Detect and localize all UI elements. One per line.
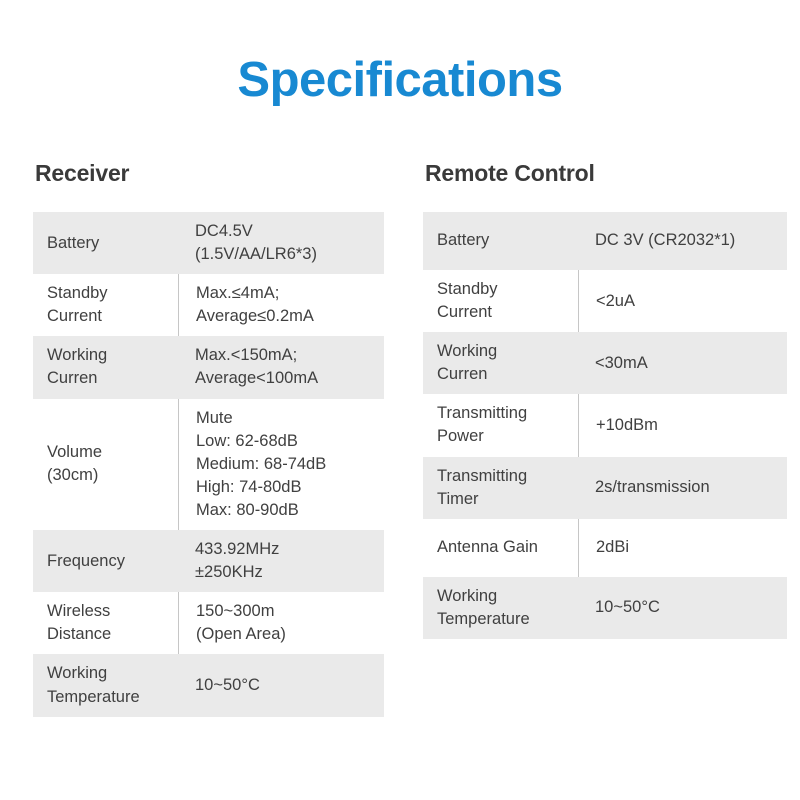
spec-row-frequency: Frequency 433.92MHz ±250KHz bbox=[33, 530, 384, 593]
spec-label: Volume (30cm) bbox=[47, 443, 103, 485]
spec-label: Transmitting Timer bbox=[437, 466, 528, 508]
spec-label: Frequency bbox=[47, 551, 125, 570]
spec-value: 2s/transmission bbox=[595, 478, 710, 497]
spec-label: Working Curren bbox=[47, 346, 108, 388]
spec-row-working-current: Working Curren Max.<150mA; Average<100mA bbox=[33, 336, 384, 399]
spec-row-working-temperature: Working Temperature 10~50°C bbox=[33, 654, 384, 717]
spec-value: 10~50°C bbox=[195, 675, 260, 694]
spec-value: 150~300m (Open Area) bbox=[178, 592, 384, 655]
receiver-table: Battery DC4.5V (1.5V/AA/LR6*3) Standby C… bbox=[33, 212, 384, 717]
spec-label: Working Temperature bbox=[437, 586, 530, 628]
spec-row-volume: Volume (30cm) Mute Low: 62-68dB Medium: … bbox=[33, 398, 384, 531]
spec-row-transmitting-timer: Transmitting Timer 2s/transmission bbox=[423, 456, 787, 519]
spec-value: Max.<150mA; Average<100mA bbox=[195, 346, 319, 388]
spec-label: Working Curren bbox=[437, 342, 498, 384]
spec-row-battery: Battery DC4.5V (1.5V/AA/LR6*3) bbox=[33, 212, 384, 275]
spec-value: 433.92MHz ±250KHz bbox=[195, 540, 280, 582]
spec-value: DC4.5V (1.5V/AA/LR6*3) bbox=[195, 222, 317, 264]
remote-control-section: Remote Control Battery DC 3V (CR2032*1) … bbox=[423, 160, 787, 639]
page-title: Specifications bbox=[237, 53, 563, 107]
spec-value: Max.≤4mA; Average≤0.2mA bbox=[178, 274, 384, 337]
spec-label: Transmitting Power bbox=[437, 404, 528, 446]
spec-label: Wireless Distance bbox=[47, 602, 112, 644]
spec-row-antenna-gain: Antenna Gain 2dBi bbox=[423, 518, 787, 577]
spec-value: 2dBi bbox=[578, 518, 787, 577]
spec-value: +10dBm bbox=[578, 394, 787, 457]
receiver-heading: Receiver bbox=[35, 160, 130, 186]
spec-label: Antenna Gain bbox=[437, 538, 538, 557]
spec-label: Standby Current bbox=[47, 284, 108, 326]
spec-value: 10~50°C bbox=[595, 598, 660, 617]
spec-value: DC 3V (CR2032*1) bbox=[595, 231, 736, 250]
spec-label: Battery bbox=[47, 233, 100, 252]
spec-row-working-current: Working Curren <30mA bbox=[423, 332, 787, 395]
remote-control-table: Battery DC 3V (CR2032*1) Standby Current… bbox=[423, 212, 787, 639]
spec-row-standby-current: Standby Current Max.≤4mA; Average≤0.2mA bbox=[33, 274, 384, 337]
spec-row-battery: Battery DC 3V (CR2032*1) bbox=[423, 212, 787, 270]
spec-label: Working Temperature bbox=[47, 664, 140, 706]
receiver-section: Receiver Battery DC4.5V (1.5V/AA/LR6*3) … bbox=[33, 160, 384, 717]
spec-value: <30mA bbox=[595, 353, 648, 372]
spec-row-wireless-distance: Wireless Distance 150~300m (Open Area) bbox=[33, 592, 384, 655]
spec-row-standby-current: Standby Current <2uA bbox=[423, 270, 787, 333]
spec-value: <2uA bbox=[578, 270, 787, 333]
spec-row-transmitting-power: Transmitting Power +10dBm bbox=[423, 394, 787, 457]
spec-row-working-temperature: Working Temperature 10~50°C bbox=[423, 576, 787, 639]
spec-value: Mute Low: 62-68dB Medium: 68-74dB High: … bbox=[178, 398, 384, 531]
remote-control-heading: Remote Control bbox=[425, 160, 595, 186]
spec-label: Standby Current bbox=[437, 280, 498, 322]
spec-label: Battery bbox=[437, 231, 490, 250]
